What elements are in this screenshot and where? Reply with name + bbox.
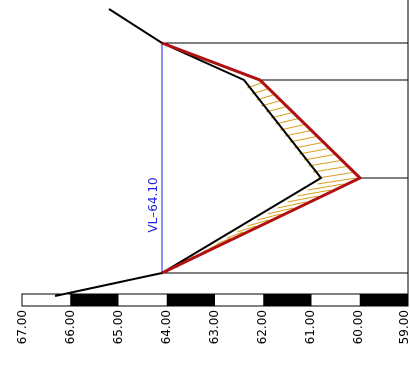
hatch-line (284, 129, 314, 137)
hatch-line (317, 177, 356, 185)
hatch-line (257, 213, 281, 221)
scale-tick-label: 65.00 (111, 310, 125, 344)
hatch-line (317, 171, 356, 179)
scale-tick-label: 61.00 (303, 310, 317, 344)
vertical-reference-label: VL–64.10 (146, 177, 160, 232)
scale-bar (21, 293, 409, 307)
existing-profile-line (54, 8, 323, 297)
hatch-line (247, 219, 269, 227)
hatch-line (298, 147, 332, 155)
hatch-line (294, 141, 326, 149)
scale-bar-segment (263, 294, 312, 306)
scale-bar-frame (21, 293, 409, 307)
hatch-line (289, 135, 320, 143)
station-lines (162, 42, 408, 274)
scale-tick-label: 59.00 (397, 310, 410, 344)
hatch-line (270, 111, 295, 119)
scale-bar-segment (166, 294, 215, 306)
hatch-line (308, 159, 344, 167)
hatch-line (280, 123, 308, 131)
hatch-line (313, 165, 350, 173)
scale-bar-segment (70, 294, 119, 306)
hatch-line (217, 237, 231, 245)
scale-tick-label: 60.00 (351, 310, 365, 344)
hatch-line (277, 201, 306, 209)
scale-tick-label: 63.00 (207, 310, 221, 344)
scale-tick-labels: 67.00 66.00 65.00 64.00 63.00 62.00 61.0… (15, 310, 410, 344)
scale-tick-label: 64.00 (159, 310, 173, 344)
hatch-line (237, 225, 256, 233)
scale-tick-label: 62.00 (255, 310, 269, 344)
scale-tick-label: 67.00 (15, 310, 29, 344)
hatch-line (297, 189, 331, 197)
hatch-line (303, 153, 338, 161)
hatch-line (265, 105, 289, 113)
design-profile-line (161, 41, 363, 275)
scale-bar-segment (359, 294, 408, 306)
hatch-line (227, 231, 244, 239)
scale-tick-label: 66.00 (63, 310, 77, 344)
hatch-line (275, 117, 301, 125)
hatch-line (307, 183, 344, 191)
hatch-line (287, 195, 319, 203)
hatch-line (267, 207, 294, 215)
